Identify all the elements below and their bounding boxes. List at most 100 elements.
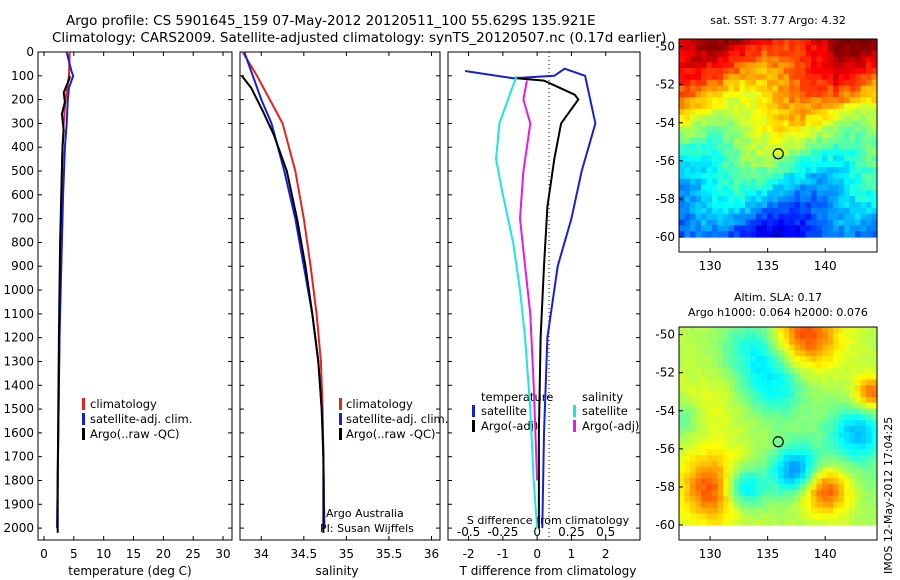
map-pixel bbox=[871, 225, 878, 232]
map-pixel bbox=[739, 420, 746, 427]
map-pixel bbox=[695, 167, 702, 174]
map-pixel bbox=[800, 443, 807, 450]
map-pixel bbox=[772, 68, 779, 75]
map-pixel bbox=[728, 138, 735, 145]
map-pixel bbox=[833, 367, 840, 375]
map-pixel bbox=[827, 103, 834, 110]
map-pixel bbox=[855, 460, 862, 468]
map-pixel bbox=[767, 455, 774, 462]
map-pixel bbox=[679, 44, 686, 52]
map-pixel bbox=[838, 338, 845, 346]
map-pixel bbox=[756, 431, 763, 439]
map-pixel bbox=[767, 367, 774, 375]
map-pixel bbox=[827, 501, 834, 509]
map-pixel bbox=[745, 231, 752, 238]
map-pixel bbox=[679, 519, 686, 526]
map-pixel bbox=[756, 414, 763, 421]
map-pixel bbox=[712, 202, 719, 209]
map-pixel bbox=[794, 519, 801, 526]
map-pixel bbox=[827, 231, 834, 238]
map-pixel bbox=[728, 350, 735, 357]
map-pixel bbox=[767, 426, 774, 433]
legend-swatch-argo bbox=[339, 428, 342, 440]
map-pixel bbox=[772, 478, 779, 485]
map-pixel bbox=[805, 138, 812, 145]
map-pixel bbox=[706, 455, 713, 462]
map-pixel bbox=[833, 56, 840, 63]
map-pixel bbox=[838, 449, 845, 456]
map-pixel bbox=[866, 513, 873, 520]
map-pixel bbox=[871, 149, 878, 157]
map-pixel bbox=[756, 344, 763, 351]
map-pixel bbox=[871, 466, 878, 474]
map-pixel bbox=[822, 455, 829, 462]
map-pixel bbox=[783, 490, 790, 497]
map-pixel bbox=[855, 108, 862, 116]
map-pixel bbox=[717, 396, 724, 404]
map-pixel bbox=[805, 373, 812, 381]
map-pixel bbox=[690, 138, 697, 145]
map-pixel bbox=[690, 396, 697, 404]
map-pixel bbox=[827, 79, 834, 87]
map-pixel bbox=[789, 367, 796, 375]
map-pixel bbox=[750, 501, 757, 509]
map-pixel bbox=[805, 225, 812, 232]
map-pixel bbox=[871, 172, 878, 180]
map-pixel bbox=[833, 501, 840, 509]
map-pixel bbox=[822, 202, 829, 209]
map-pixel bbox=[723, 332, 730, 340]
map-pixel bbox=[756, 184, 763, 192]
map-pixel bbox=[728, 207, 735, 215]
map-pixel bbox=[734, 190, 741, 197]
map-pixel bbox=[756, 513, 763, 520]
map-pixel bbox=[816, 225, 823, 232]
map-pixel bbox=[783, 396, 790, 404]
map-pixel bbox=[789, 103, 796, 110]
map-pixel bbox=[800, 350, 807, 357]
map-pixel bbox=[772, 513, 779, 520]
map-pixel bbox=[783, 408, 790, 415]
map-pixel bbox=[712, 338, 719, 346]
map-pixel bbox=[756, 449, 763, 456]
map-pixel bbox=[811, 120, 818, 127]
map-pixel bbox=[761, 391, 768, 398]
map-pixel bbox=[811, 167, 818, 174]
map-pixel bbox=[822, 373, 829, 381]
map-pixel bbox=[772, 120, 779, 127]
map-pixel bbox=[866, 167, 873, 174]
map-pixel bbox=[860, 490, 867, 497]
map-pixel bbox=[706, 207, 713, 215]
map-pixel bbox=[844, 391, 851, 398]
map-pixel bbox=[811, 149, 818, 157]
temperature-panel: temperature (deg C) climatology satellit… bbox=[3, 45, 233, 578]
map-pixel bbox=[783, 344, 790, 351]
map-pixel bbox=[717, 120, 724, 127]
map-pixel bbox=[844, 431, 851, 439]
map-pixel bbox=[745, 431, 752, 439]
map-pixel bbox=[701, 50, 708, 58]
map-pixel bbox=[811, 219, 818, 226]
map-pixel bbox=[866, 56, 873, 63]
map-pixel bbox=[822, 167, 829, 174]
map-pixel bbox=[838, 184, 845, 192]
map-pixel bbox=[849, 97, 856, 104]
map-pixel bbox=[778, 519, 785, 526]
salinity-xlabel: salinity bbox=[315, 564, 358, 578]
map-pixel bbox=[866, 327, 873, 334]
map-pixel bbox=[838, 426, 845, 433]
map-pixel bbox=[816, 431, 823, 439]
map-pixel bbox=[816, 120, 823, 127]
map-pixel bbox=[838, 443, 845, 450]
map-pixel bbox=[717, 161, 724, 168]
map-pixel bbox=[838, 68, 845, 75]
series-line-argo-raw-qc- bbox=[56, 75, 71, 533]
map-pixel bbox=[767, 507, 774, 514]
map-pixel bbox=[728, 420, 735, 427]
map-pixel bbox=[745, 172, 752, 180]
map-pixel bbox=[772, 519, 779, 526]
map-pixel bbox=[745, 79, 752, 87]
map-pixel bbox=[838, 39, 845, 46]
map-pixel bbox=[734, 167, 741, 174]
map-pixel bbox=[800, 68, 807, 75]
legend-satellite-label: satellite-adj. clim. bbox=[90, 412, 192, 426]
